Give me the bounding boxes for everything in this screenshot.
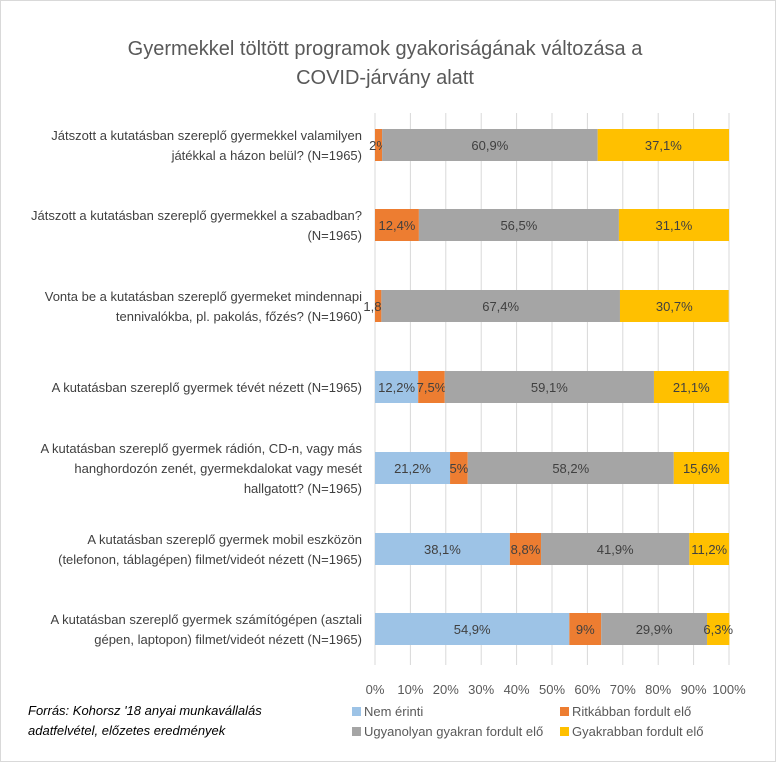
category-label: Játszott a kutatásban szereplő gyermekke… [31, 208, 362, 223]
bar-segment [689, 533, 729, 565]
category-label: Játszott a kutatásban szereplő gyermekke… [51, 128, 362, 143]
category-label: (telefonon, táblagépen) filmet/videót né… [58, 552, 362, 567]
data-label: 15,6% [683, 461, 720, 476]
data-label: 67,4% [482, 299, 519, 314]
bar-segment [375, 371, 419, 403]
x-tick-label: 100% [712, 682, 746, 697]
bar-segment [541, 533, 690, 565]
legend-swatch [560, 727, 569, 736]
bar-segment [467, 452, 674, 484]
data-label: 12,2% [378, 380, 415, 395]
x-tick-label: 80% [645, 682, 671, 697]
legend-swatch [352, 707, 361, 716]
source-line: adatfelvétel, előzetes eredmények [28, 723, 226, 738]
category-label: A kutatásban szereplő gyermek számítógép… [51, 612, 363, 627]
category-label: tennivalókba, pl. pakolás, főzés? (N=196… [116, 309, 362, 324]
x-tick-label: 20% [433, 682, 459, 697]
chart-title: COVID-járvány alatt [296, 67, 474, 89]
bar-segment [707, 613, 730, 645]
x-tick-label: 90% [681, 682, 707, 697]
legend-label: Nem érinti [364, 704, 423, 719]
source-note: Forrás: Kohorsz '18 anyai munkavállalás … [28, 701, 328, 741]
bar-segment [418, 209, 619, 241]
bar-segment [509, 533, 542, 565]
legend-label: Gyakrabban fordult elő [572, 724, 704, 739]
bar-segment [375, 452, 451, 484]
x-tick-label: 30% [468, 682, 494, 697]
data-label: 41,9% [597, 542, 634, 557]
data-label: 6,3% [703, 622, 733, 637]
bar-segment [418, 371, 445, 403]
data-label: 7,5% [417, 380, 447, 395]
legend-label: Ugyanolyan gyakran fordult elő [364, 724, 543, 739]
category-label: (N=1965) [307, 228, 362, 243]
bar-segment [653, 371, 729, 403]
x-tick-label: 0% [366, 682, 385, 697]
data-label: 11,2% [691, 542, 727, 557]
category-label: hanghordozón zenét, gyermekdalokat vagy … [74, 461, 362, 476]
bar-segment [375, 533, 510, 565]
data-label: 9% [576, 622, 595, 637]
data-label: 21,1% [673, 380, 710, 395]
x-tick-label: 10% [397, 682, 423, 697]
category-label: játékkal a házon belül? (N=1965) [171, 148, 362, 163]
category-label: gépen, laptopon) filmet/videót nézett (N… [94, 632, 362, 647]
bar-segment [382, 129, 598, 161]
category-label: A kutatásban szereplő gyermek rádión, CD… [40, 441, 362, 456]
x-tick-label: 70% [610, 682, 636, 697]
category-label: Vonta be a kutatásban szereplő gyermeket… [45, 289, 362, 304]
x-tick-label: 60% [574, 682, 600, 697]
data-label: 30,7% [656, 299, 693, 314]
x-tick-label: 50% [539, 682, 565, 697]
bar-segment [569, 613, 602, 645]
data-label: 8,8% [511, 542, 541, 557]
data-label: 38,1% [424, 542, 461, 557]
data-label: 58,2% [552, 461, 589, 476]
x-tick-label: 40% [504, 682, 530, 697]
bar-segment [450, 452, 468, 484]
data-label: 56,5% [500, 218, 537, 233]
legend-label: Ritkábban fordult elő [572, 704, 691, 719]
data-label: 12,4% [379, 218, 416, 233]
bar-segment [375, 209, 419, 241]
chart-title: Gyermekkel töltött programok gyakoriságá… [128, 38, 644, 60]
bar-segment [375, 290, 382, 322]
data-label: 31,1% [656, 218, 693, 233]
bar-segment [618, 209, 729, 241]
data-label: 59,1% [531, 380, 568, 395]
source-line: Forrás: Kohorsz '18 anyai munkavállalás [28, 703, 262, 718]
bar-segment [381, 290, 620, 322]
legend-swatch [560, 707, 569, 716]
category-label: A kutatásban szereplő gyermek tévét néze… [52, 380, 362, 395]
data-label: 29,9% [636, 622, 673, 637]
bar-segment [375, 613, 570, 645]
bar-segment [444, 371, 654, 403]
category-label: hallgatott? (N=1965) [244, 481, 362, 496]
bar-segment [601, 613, 708, 645]
data-label: 54,9% [454, 622, 491, 637]
legend-swatch [352, 727, 361, 736]
data-label: 37,1% [645, 138, 682, 153]
bar-segment [619, 290, 729, 322]
data-label: 21,2% [394, 461, 431, 476]
bar-segment [375, 129, 383, 161]
data-label: 5% [449, 461, 468, 476]
bar-segment [673, 452, 729, 484]
data-label: 60,9% [471, 138, 508, 153]
category-label: A kutatásban szereplő gyermek mobil eszk… [87, 532, 362, 547]
bar-segment [597, 129, 729, 161]
